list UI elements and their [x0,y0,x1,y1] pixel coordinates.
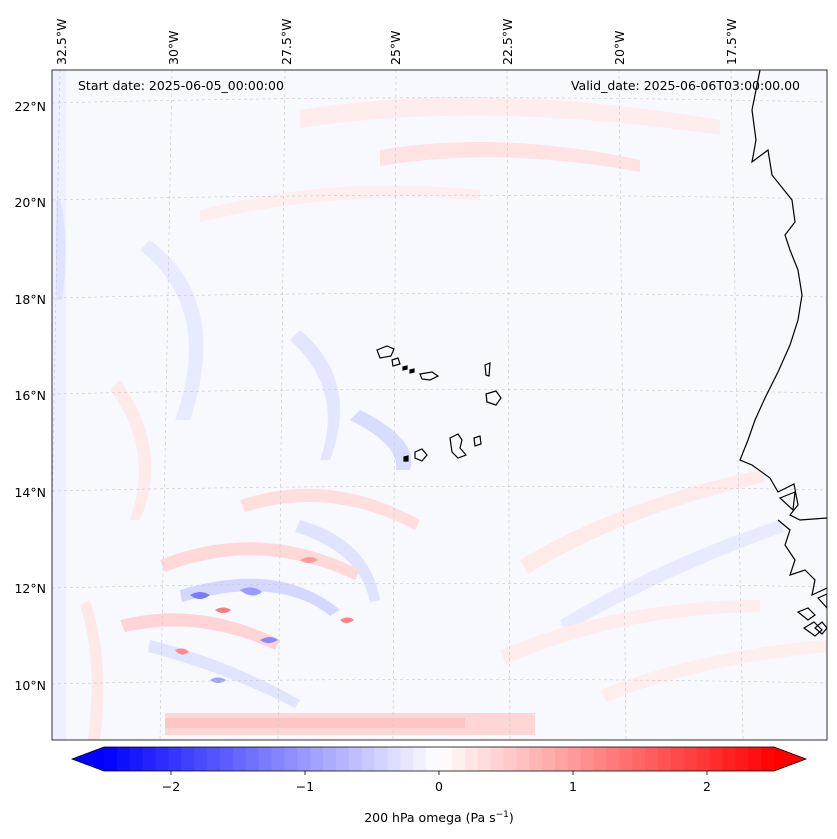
colorbar-cell [735,747,749,771]
lon-label-25w: 25°W [388,30,403,65]
colorbar-cell [748,747,762,771]
colorbar-cell [207,747,221,771]
colorbar-cell [645,747,659,771]
colorbar-cell [181,747,195,771]
lat-label-20n: 20°N [14,195,46,210]
ocean-background [52,70,827,740]
valid-date-label: Valid_date: 2025-06-06T03:00:00.00 [571,78,800,93]
colorbar-cell [426,747,440,771]
colorbar-cell [619,747,633,771]
colorbar-ticks [170,771,708,775]
colorbar-cell [219,747,234,771]
colorbar: −2 −1 0 1 2 200 hPa omega (Pa s−1) [70,746,808,825]
colorbar-cell [632,747,646,771]
colorbar-cell [516,747,530,771]
colorbar-cell [567,747,582,771]
colorbar-tick-2: 2 [703,779,711,794]
colorbar-cell [116,747,131,771]
cape-verde-islands [376,345,502,462]
colorbar-cell [387,747,401,771]
colorbar-cell [696,747,711,771]
graticule [52,70,827,740]
colorbar-cell [413,747,427,771]
colorbar-cell [542,747,556,771]
lon-label-30w: 30°W [166,30,181,65]
colorbar-tick-minus-2: −2 [162,779,180,794]
colorbar-cell [335,747,350,771]
colorbar-cell [761,747,775,771]
colorbar-cell [284,747,298,771]
colorbar-cell [503,747,517,771]
colorbar-cell [258,747,273,771]
colorbar-cell [104,747,118,771]
colorbar-cell [245,747,260,771]
colorbar-cell [606,747,620,771]
colorbar-cell [232,747,247,771]
lon-label-27-5w: 27.5°W [279,19,294,65]
colorbar-cell [155,747,170,771]
colorbar-cell [554,747,569,771]
colorbar-cell [464,747,479,771]
lon-label-20w: 20°W [612,30,627,65]
lon-label-22-5w: 22.5°W [500,19,515,65]
colorbar-label-main: 200 hPa omega (Pa s [364,810,495,825]
colorbar-cell [348,747,363,771]
colorbar-tick-0: 0 [435,779,443,794]
colorbar-cell [168,747,182,771]
colorbar-tick-1: 1 [569,779,577,794]
colorbar-cell [722,747,736,771]
colorbar-cell [400,747,414,771]
start-date-label: Start date: 2025-06-05_00:00:00 [78,78,284,93]
lat-label-10n: 10°N [14,678,46,693]
colorbar-extend-min [72,747,104,771]
colorbar-label-end: ) [509,810,514,825]
longitude-labels: 32.5°W 30°W 27.5°W 25°W 22.5°W 20°W 17.5… [54,19,739,65]
colorbar-cell [129,747,144,771]
map-panel [52,70,827,740]
colorbar-cell [297,747,311,771]
colorbar-label-exponent: −1 [496,810,509,820]
colorbar-cell [142,747,157,771]
colorbar-cell [310,747,324,771]
africa-coast [739,70,827,521]
colorbar-cell [580,747,595,771]
lat-label-14n: 14°N [14,485,46,500]
colorbar-cell [477,747,492,771]
colorbar-tick-minus-1: −1 [296,779,314,794]
colorbar-cell [271,747,285,771]
colorbar-cell [451,747,466,771]
colorbar-cell [593,747,608,771]
map-frame [51,69,828,741]
lat-label-22n: 22°N [14,99,46,114]
colorbar-cell [361,747,376,771]
colorbar-cell [323,747,337,771]
latitude-labels: 22°N 20°N 18°N 16°N 14°N 12°N 10°N [14,99,46,693]
colorbar-cell [439,747,453,771]
lon-label-17-5w: 17.5°W [724,19,739,65]
lon-label-32-5w: 32.5°W [54,19,69,65]
colorbar-outline [70,746,808,772]
colorbar-cell [683,747,698,771]
omega-field [52,70,827,740]
colorbar-cell [658,747,672,771]
colorbar-extend-max [774,747,806,771]
coastline [739,70,827,637]
lat-label-12n: 12°N [14,581,46,596]
colorbar-cell [670,747,685,771]
colorbar-cell [490,747,505,771]
colorbar-cell [709,747,724,771]
lat-label-16n: 16°N [14,388,46,403]
colorbar-cell [529,747,543,771]
colorbar-cell [374,747,389,771]
colorbar-cells [72,747,806,771]
colorbar-cell [194,747,208,771]
lat-label-18n: 18°N [14,292,46,307]
colorbar-label: 200 hPa omega (Pa s−1) [364,810,514,825]
